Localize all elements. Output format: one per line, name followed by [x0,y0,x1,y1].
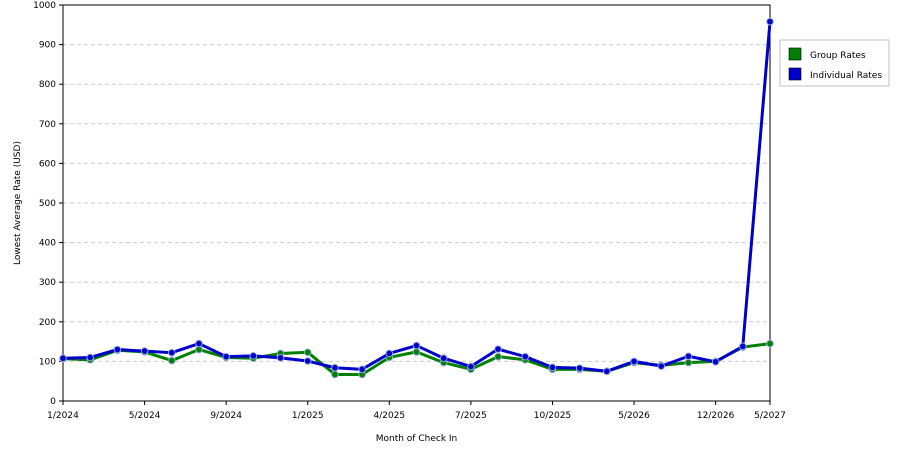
legend-swatch [788,67,802,81]
x-tick-label: 5/2024 [129,411,161,421]
legend-swatch [788,47,802,61]
x-tick-label: 1/2025 [292,411,324,421]
data-point [766,339,774,348]
data-point [494,352,502,361]
y-tick-label: 700 [39,120,56,130]
y-tick-label: 100 [39,357,56,367]
data-point [630,357,638,366]
data-point [412,348,421,356]
data-point [331,370,339,379]
y-tick-label: 1000 [33,1,56,11]
data-point [711,357,720,366]
y-tick-label: 800 [39,80,56,90]
data-point [439,354,448,363]
gridlines [63,4,770,362]
legend-label: Individual Rates [810,71,882,81]
data-point [766,17,774,26]
y-tick-label: 0 [50,397,56,407]
data-point [140,347,149,355]
y-tick-label: 500 [39,199,56,209]
data-point [385,349,394,358]
x-tick-label: 5/2026 [618,411,650,421]
data-point [222,352,230,361]
y-tick-label: 300 [39,278,56,288]
data-point [575,364,584,372]
y-tick-label: 400 [39,239,56,249]
data-point [548,363,557,372]
data-point [167,356,176,365]
x-tick-label: 4/2025 [373,411,405,421]
data-point [276,354,285,362]
x-axis-title: Month of Check In [376,434,458,444]
data-point [331,363,339,372]
legend: Group Rates Individual Rates [779,39,890,87]
data-point [249,352,258,360]
x-axis: 1/2024 5/2024 9/2024 1/2025 4/2025 7/2025 10/2… [47,401,786,421]
data-point [303,357,312,365]
data-point [358,365,366,374]
x-tick-label: 5/2027 [754,411,786,421]
data-point [195,339,203,348]
data-point [494,345,502,353]
data-point [657,362,666,370]
x-tick-label: 1/2024 [47,411,79,421]
x-tick-label: 12/2026 [697,411,735,421]
data-point [603,367,611,376]
data-point [739,342,747,351]
y-tick-label: 600 [39,159,56,169]
data-point [684,352,693,361]
data-point [113,345,122,354]
data-point [412,341,421,350]
series-layer [59,17,774,379]
x-tick-label: 7/2025 [455,411,487,421]
y-axis-title: Lowest Average Rate (USD) [13,141,23,265]
y-tick-label: 200 [39,318,56,328]
y-tick-label: 900 [39,41,56,51]
data-point [521,352,530,361]
data-point [303,348,312,357]
x-tick-label: 9/2024 [210,411,242,421]
data-point [684,358,693,367]
x-tick-label: 10/2025 [534,411,571,421]
data-point [167,348,176,357]
series-line-2 [62,21,772,373]
y-axis: 0 100 200 300 400 500 600 700 800 900 1000 [33,1,63,407]
data-point [467,362,475,371]
data-point [59,354,67,363]
legend-label: Group Rates [810,51,866,61]
data-point [86,353,94,362]
